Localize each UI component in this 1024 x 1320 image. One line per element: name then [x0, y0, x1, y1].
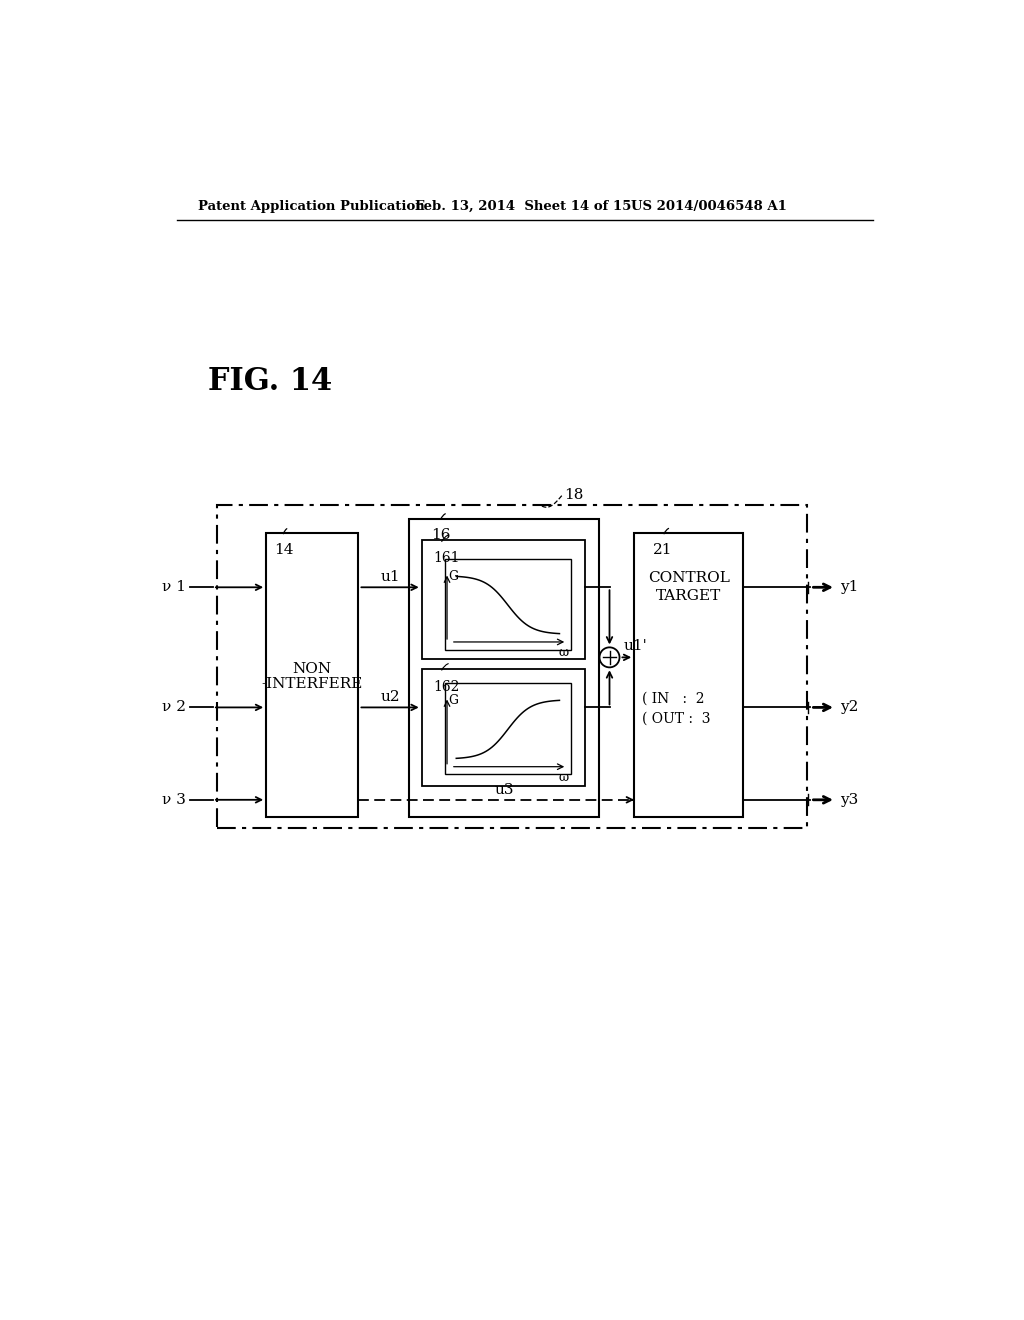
Text: u2: u2 — [380, 689, 399, 704]
Text: US 2014/0046548 A1: US 2014/0046548 A1 — [631, 199, 786, 213]
Text: ν 1: ν 1 — [162, 581, 186, 594]
Text: CONTROL: CONTROL — [648, 572, 730, 585]
Text: Patent Application Publication: Patent Application Publication — [199, 199, 425, 213]
Text: u1: u1 — [380, 569, 399, 583]
Text: ω: ω — [558, 771, 568, 784]
Text: NON: NON — [293, 661, 332, 676]
Text: u3: u3 — [495, 783, 514, 797]
Text: ν 3: ν 3 — [162, 793, 186, 807]
Bar — [422, 540, 585, 659]
Text: G: G — [447, 693, 458, 706]
Text: ( IN   :  2: ( IN : 2 — [642, 692, 705, 706]
Bar — [444, 682, 571, 775]
Text: G: G — [447, 570, 458, 582]
Text: ( OUT :  3: ( OUT : 3 — [642, 711, 711, 725]
Text: 161: 161 — [433, 552, 460, 565]
Bar — [444, 558, 571, 649]
Bar — [422, 669, 585, 785]
Text: y1: y1 — [841, 581, 859, 594]
Bar — [410, 519, 599, 817]
Text: FIG. 14: FIG. 14 — [208, 366, 332, 397]
Text: 21: 21 — [653, 543, 673, 557]
Text: u1': u1' — [624, 639, 647, 653]
Text: 18: 18 — [564, 488, 584, 502]
Text: y2: y2 — [841, 701, 859, 714]
Text: 16: 16 — [431, 528, 451, 543]
Text: 14: 14 — [273, 543, 293, 557]
Text: TARGET: TARGET — [656, 589, 722, 603]
Bar — [217, 506, 807, 829]
Bar — [266, 533, 358, 817]
Text: -INTERFERE: -INTERFERE — [261, 677, 362, 692]
Text: ν 2: ν 2 — [162, 701, 186, 714]
Bar — [634, 533, 743, 817]
Text: Feb. 13, 2014  Sheet 14 of 15: Feb. 13, 2014 Sheet 14 of 15 — [416, 199, 632, 213]
Text: 162: 162 — [433, 680, 460, 694]
Text: ω: ω — [558, 645, 568, 659]
Text: y3: y3 — [841, 793, 859, 807]
